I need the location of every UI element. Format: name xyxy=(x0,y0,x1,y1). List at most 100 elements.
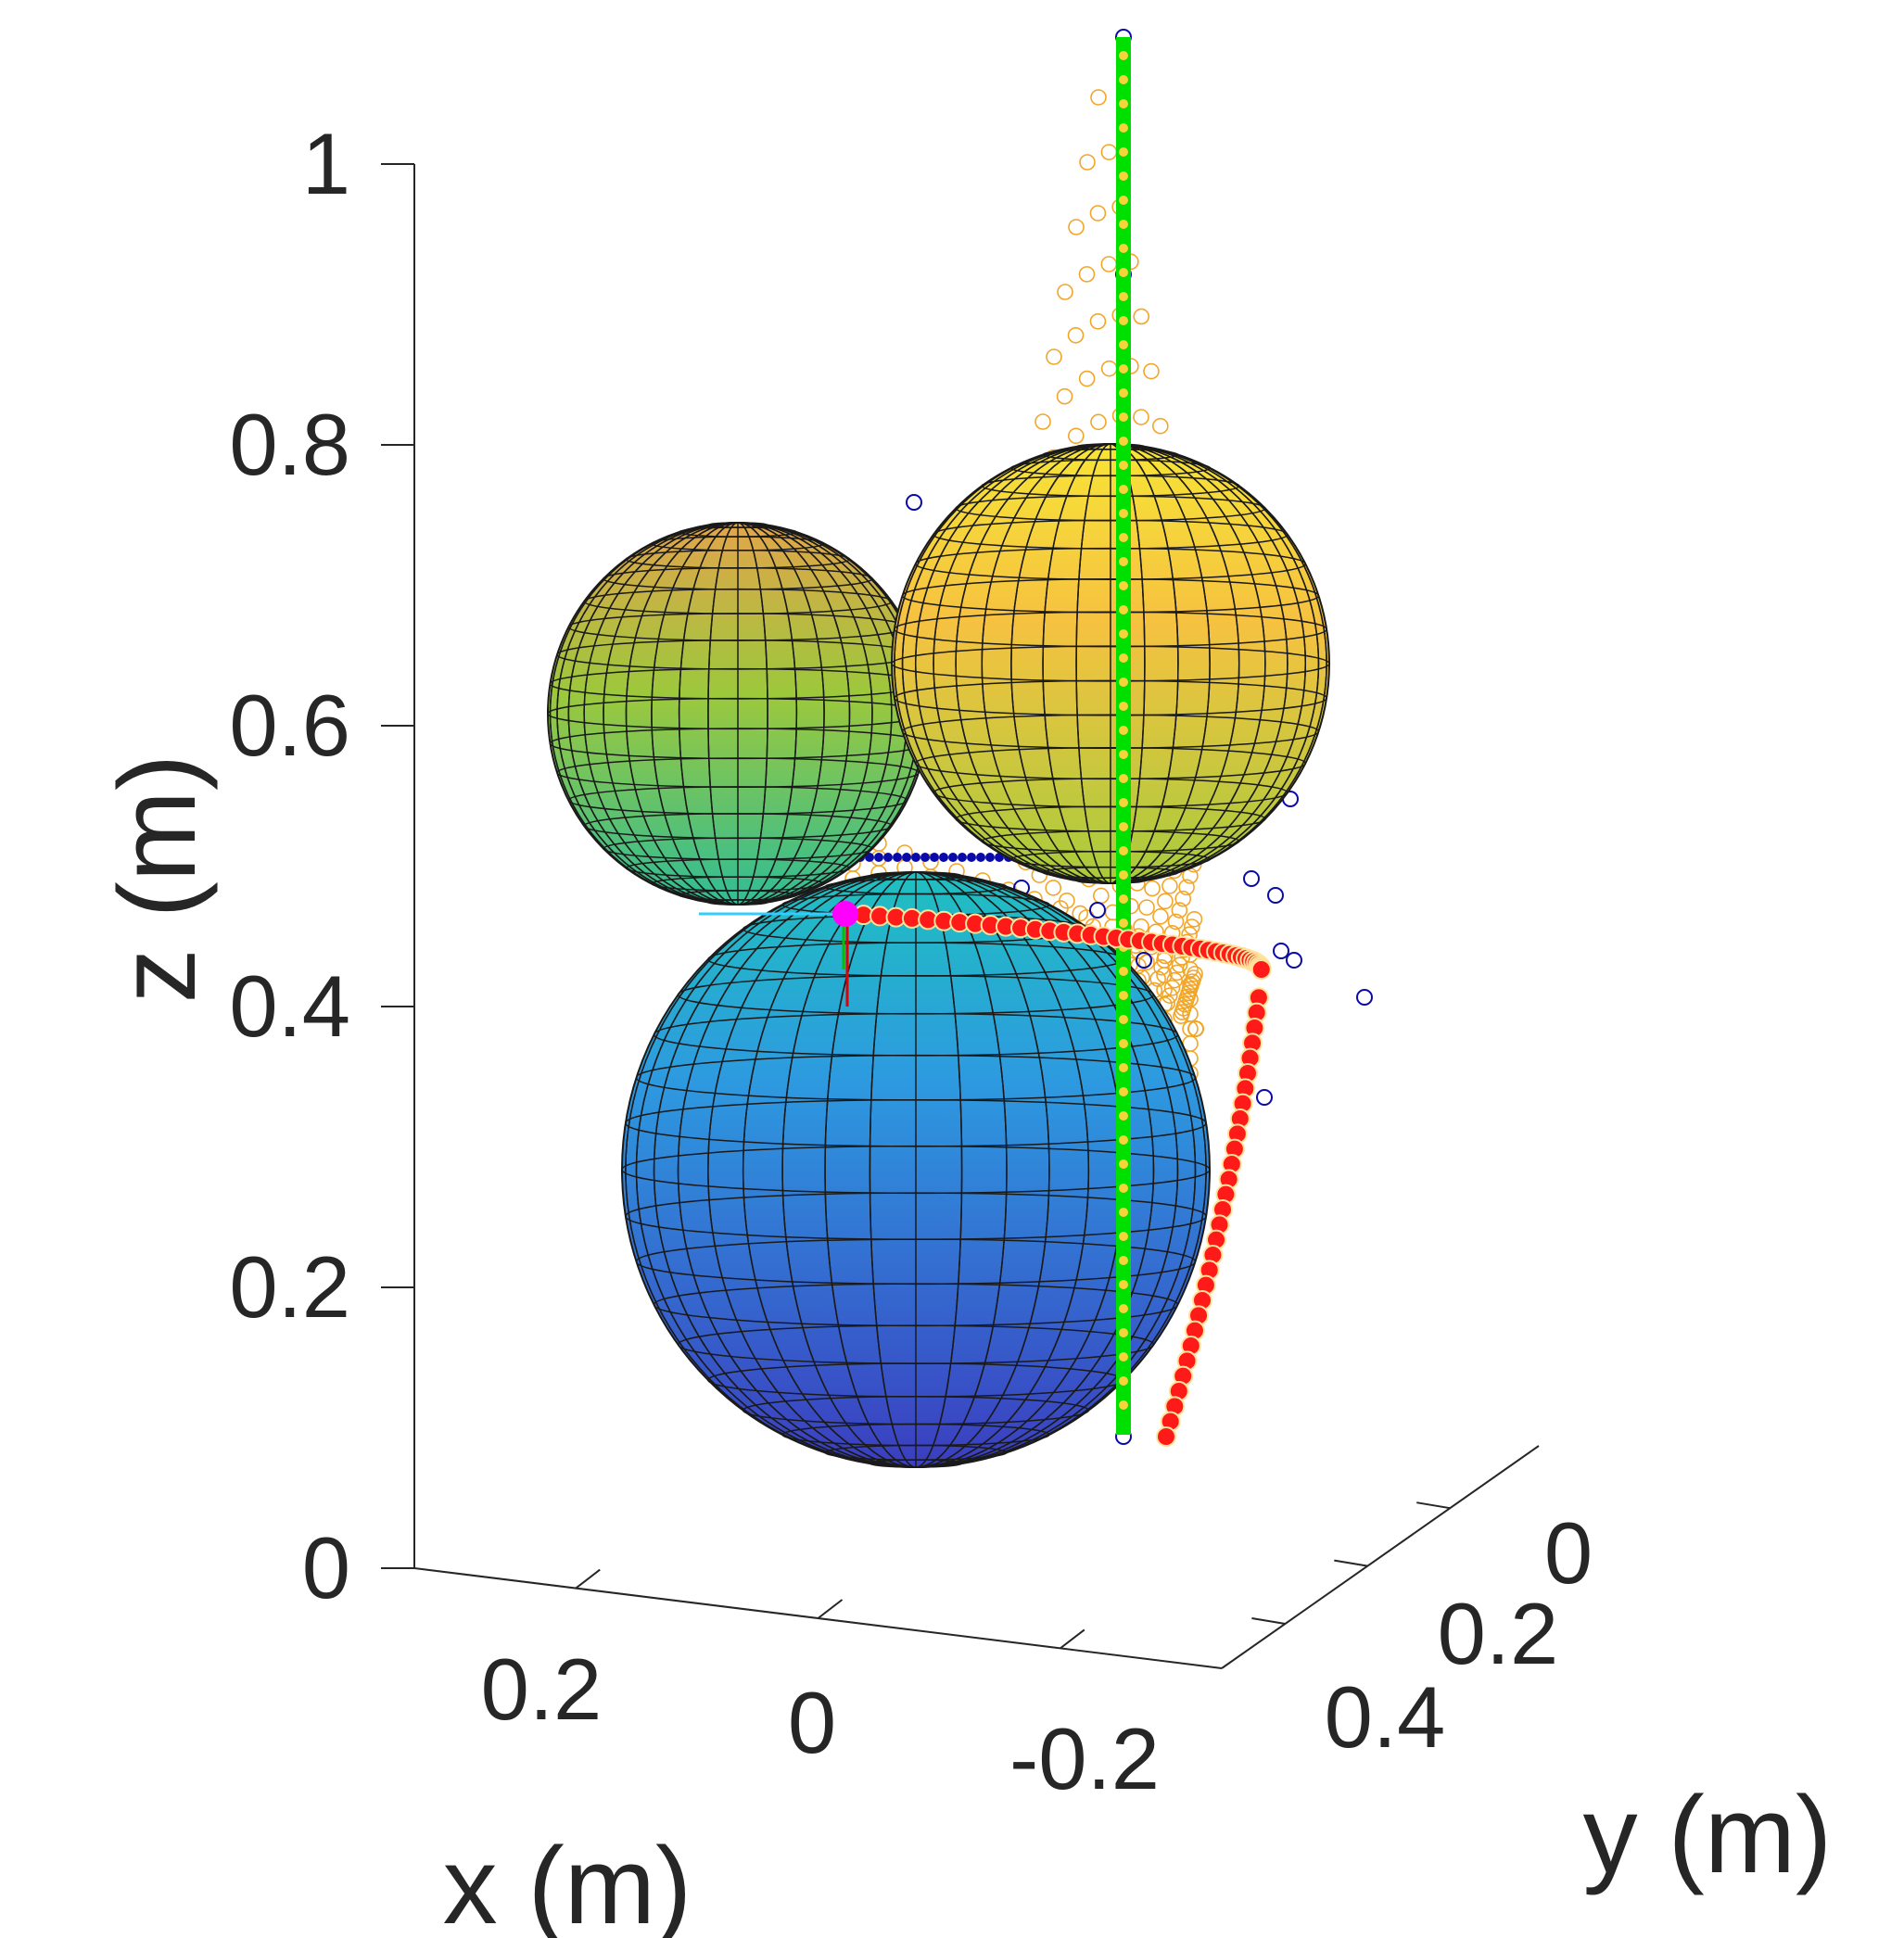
green-marker xyxy=(1117,1326,1130,1339)
blue-marker xyxy=(985,853,995,862)
green-marker xyxy=(1117,1230,1130,1243)
orange-marker xyxy=(1093,887,1110,905)
sphere-3 xyxy=(891,443,1330,884)
green-marker xyxy=(1117,386,1130,399)
x-tick-label: 0 xyxy=(788,1674,836,1771)
axes-group: 00.20.40.60.810.2 0 -0.200.20.4 xyxy=(229,115,1593,1807)
blue-marker xyxy=(911,853,920,862)
green-marker xyxy=(1117,194,1130,207)
orange-marker xyxy=(1089,205,1107,222)
orange-marker xyxy=(1151,417,1169,435)
green-marker xyxy=(1117,579,1130,592)
red-marker xyxy=(1250,959,1272,980)
green-marker xyxy=(1117,748,1130,761)
blue-marker xyxy=(865,853,874,862)
orange-marker xyxy=(1067,326,1085,344)
orange-marker xyxy=(1173,1007,1189,1024)
blue-marker xyxy=(948,853,958,862)
green-marker xyxy=(1117,989,1130,1002)
green-marker xyxy=(1117,507,1130,520)
sphere-longitude xyxy=(625,871,1207,1468)
blue-marker xyxy=(902,853,911,862)
orange-marker xyxy=(1100,144,1118,160)
green-marker xyxy=(1117,893,1130,906)
orange-marker xyxy=(1178,879,1195,896)
green-marker xyxy=(1117,724,1130,737)
orange-marker xyxy=(1133,409,1149,425)
orange-marker xyxy=(1143,362,1160,380)
green-marker xyxy=(1117,146,1130,158)
sphere-1 xyxy=(621,871,1211,1468)
green-marker xyxy=(1117,1158,1130,1171)
frame-origin xyxy=(832,901,858,927)
orange-marker xyxy=(1078,266,1096,283)
green-marker xyxy=(1117,459,1130,472)
x-tick xyxy=(575,1568,601,1590)
orange-marker xyxy=(1068,219,1085,235)
y-axis-title: y (m) xyxy=(1583,1774,1833,1896)
blue-marker xyxy=(1356,989,1373,1006)
blue-marker xyxy=(1286,952,1302,969)
green-marker xyxy=(1117,1350,1130,1363)
orange-marker xyxy=(1056,387,1073,405)
green-marker xyxy=(1117,1374,1130,1387)
green-marker xyxy=(1117,1399,1130,1412)
z-tick-label: 0.6 xyxy=(229,677,350,774)
blue-marker xyxy=(1243,870,1260,887)
green-marker xyxy=(1117,772,1130,785)
green-marker xyxy=(1117,1182,1130,1195)
orange-marker xyxy=(1166,971,1183,989)
green-marker xyxy=(1117,868,1130,881)
blue-marker xyxy=(920,853,930,862)
green-marker xyxy=(1117,97,1130,110)
blue-marker xyxy=(1256,1089,1273,1106)
blue-marker xyxy=(906,494,922,511)
green-marker xyxy=(1117,965,1130,978)
z-tick-label: 0 xyxy=(302,1519,350,1616)
orange-marker xyxy=(1183,918,1200,935)
z-tick-label: 1 xyxy=(302,115,350,212)
green-marker xyxy=(1117,170,1130,183)
green-marker xyxy=(1117,290,1130,303)
orange-marker xyxy=(1079,154,1096,171)
green-marker xyxy=(1117,676,1130,689)
orange-marker xyxy=(1089,312,1107,330)
spheres-group xyxy=(547,443,1330,1468)
blue-marker xyxy=(939,853,948,862)
blue-marker xyxy=(1136,952,1152,969)
green-marker xyxy=(1117,1278,1130,1291)
sphere-2 xyxy=(547,522,929,906)
x-tick xyxy=(817,1599,844,1619)
blue-marker xyxy=(883,853,893,862)
z-tick-label: 0.8 xyxy=(229,396,350,493)
green-marker xyxy=(1117,1013,1130,1026)
green-marker xyxy=(1117,266,1130,279)
orange-marker xyxy=(1138,899,1155,916)
green-marker xyxy=(1117,362,1130,375)
green-marker xyxy=(1117,218,1130,231)
blue-marker xyxy=(958,853,967,862)
y-tick-label: 0 xyxy=(1544,1504,1593,1602)
orange-marker xyxy=(1133,308,1150,325)
blue-marker xyxy=(967,853,976,862)
orange-marker xyxy=(1171,956,1188,973)
green-marker xyxy=(1117,1302,1130,1315)
z-tick-label: 0.2 xyxy=(229,1238,350,1336)
orange-marker xyxy=(1186,910,1203,928)
orange-marker xyxy=(1153,959,1170,976)
orange-marker xyxy=(1090,89,1107,106)
orange-marker xyxy=(1152,908,1169,925)
green-marker xyxy=(1117,555,1130,568)
y-tick xyxy=(1251,1617,1286,1625)
green-marker xyxy=(1117,242,1130,255)
green-marker xyxy=(1117,314,1130,327)
green-marker xyxy=(1117,1037,1130,1050)
y-tick xyxy=(1416,1501,1451,1510)
green-marker xyxy=(1117,411,1130,424)
sphere-longitude xyxy=(894,443,1327,884)
green-marker xyxy=(1117,531,1130,544)
orange-marker xyxy=(1046,348,1062,365)
orange-marker xyxy=(1161,987,1178,1004)
orange-marker xyxy=(1045,880,1062,896)
